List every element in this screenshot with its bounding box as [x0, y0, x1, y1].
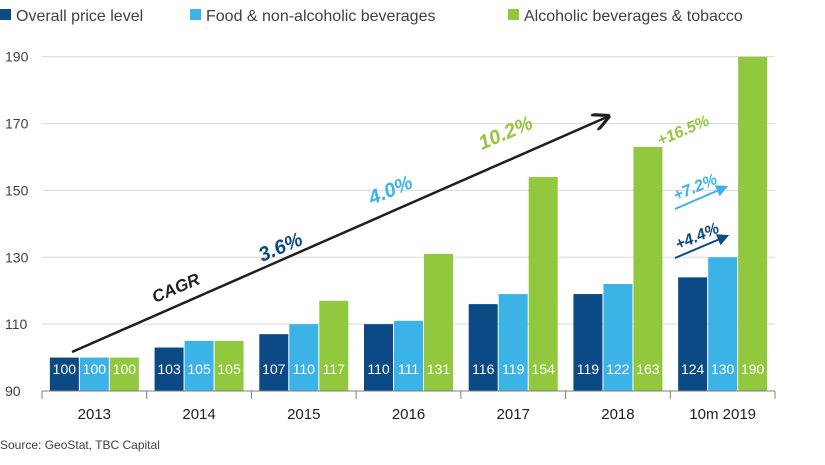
legend-swatch-alcohol: [508, 9, 519, 20]
cagr-arrow: [71, 117, 607, 354]
bar-food: [289, 324, 319, 391]
y-tick-label: 130: [5, 249, 29, 265]
bar-overall: [468, 304, 498, 391]
x-tick-label: 2018: [601, 406, 634, 423]
bar-value-label: 116: [472, 361, 495, 377]
bar-overall: [259, 334, 289, 391]
bar-value-label: 130: [711, 361, 735, 377]
bar-value-label: 119: [577, 361, 600, 377]
bar-alcohol: [319, 300, 349, 391]
bar-value-label: 154: [532, 361, 556, 377]
bar-value-label: 190: [741, 361, 765, 377]
x-tick-label: 2013: [78, 406, 111, 423]
x-axis-ticks: 2013 2014 2015 2016 2017 2018 10m 2019: [78, 406, 756, 423]
yoy-alcohol-value: +16.5%: [655, 113, 712, 150]
bar-value-label: 131: [427, 361, 451, 377]
bar-value-label: 100: [83, 361, 107, 377]
y-axis-ticks: 90 110 130 150 170 190: [5, 49, 29, 399]
bar-alcohol: [528, 177, 558, 391]
x-tick-label: 2017: [497, 406, 530, 423]
bar-alcohol: [633, 146, 663, 391]
bar-value-label: 122: [606, 361, 630, 377]
y-tick-label: 170: [5, 116, 29, 132]
x-tick-label: 2014: [182, 406, 215, 423]
bar-food: [184, 340, 214, 391]
bar-alcohol: [424, 253, 453, 391]
bar-value-label: 103: [157, 361, 181, 377]
bar-value-label: 105: [187, 361, 211, 377]
bar-value-label: 105: [217, 361, 241, 377]
bar-food: [708, 257, 738, 391]
legend-label-overall: Overall price level: [16, 8, 143, 25]
cagr-alcohol-value: 10.2%: [475, 112, 536, 154]
bar-overall: [678, 277, 708, 391]
bar-alcohol: [738, 56, 768, 391]
cagr-label: CAGR: [149, 269, 203, 306]
x-tick-label: 2015: [287, 406, 320, 423]
bar-value-label: 100: [53, 361, 77, 377]
yoy-food-arrow: [674, 185, 729, 210]
bar-food: [79, 357, 109, 391]
bar-alcohol: [214, 340, 244, 391]
y-tick-label: 150: [5, 182, 29, 198]
y-tick-label: 190: [5, 49, 29, 65]
bar-value-label: 117: [323, 361, 346, 377]
bar-overall: [364, 324, 393, 391]
legend-swatch-overall: [0, 9, 11, 20]
bar-value-label: 119: [502, 361, 525, 377]
bar-food: [394, 320, 423, 391]
bar-overall: [573, 294, 603, 391]
bar-food: [603, 284, 633, 391]
legend-label-food: Food & non-alcoholic beverages: [206, 8, 435, 25]
bars: 100 100 100 103 105 105 107 110 117 110 111 131 116 1…: [49, 56, 768, 391]
x-tick-label: 10m 2019: [689, 406, 756, 423]
bar-overall: [49, 357, 79, 391]
source-note: Source: GeoStat, TBC Capital: [0, 438, 160, 452]
bar-alcohol: [109, 357, 139, 391]
y-tick-label: 90: [5, 383, 21, 399]
bar-value-label: 124: [681, 361, 705, 377]
bar-value-label: 163: [636, 361, 660, 377]
legend: Overall price level Food & non-alcoholic…: [0, 8, 743, 25]
bar-value-label: 107: [262, 361, 286, 377]
bar-food: [498, 294, 528, 391]
bar-overall: [154, 347, 184, 391]
legend-swatch-food: [190, 9, 201, 20]
yoy-overall-arrow: [674, 234, 730, 259]
bar-value-label: 110: [293, 361, 316, 377]
bar-value-label: 111: [398, 361, 419, 377]
y-tick-label: 110: [5, 316, 28, 332]
category-separators: [41, 391, 776, 399]
bar-value-label: 110: [367, 361, 390, 377]
x-tick-label: 2016: [392, 406, 425, 423]
legend-label-alcohol: Alcoholic beverages & tobacco: [524, 8, 743, 25]
bar-value-label: 100: [113, 361, 137, 377]
